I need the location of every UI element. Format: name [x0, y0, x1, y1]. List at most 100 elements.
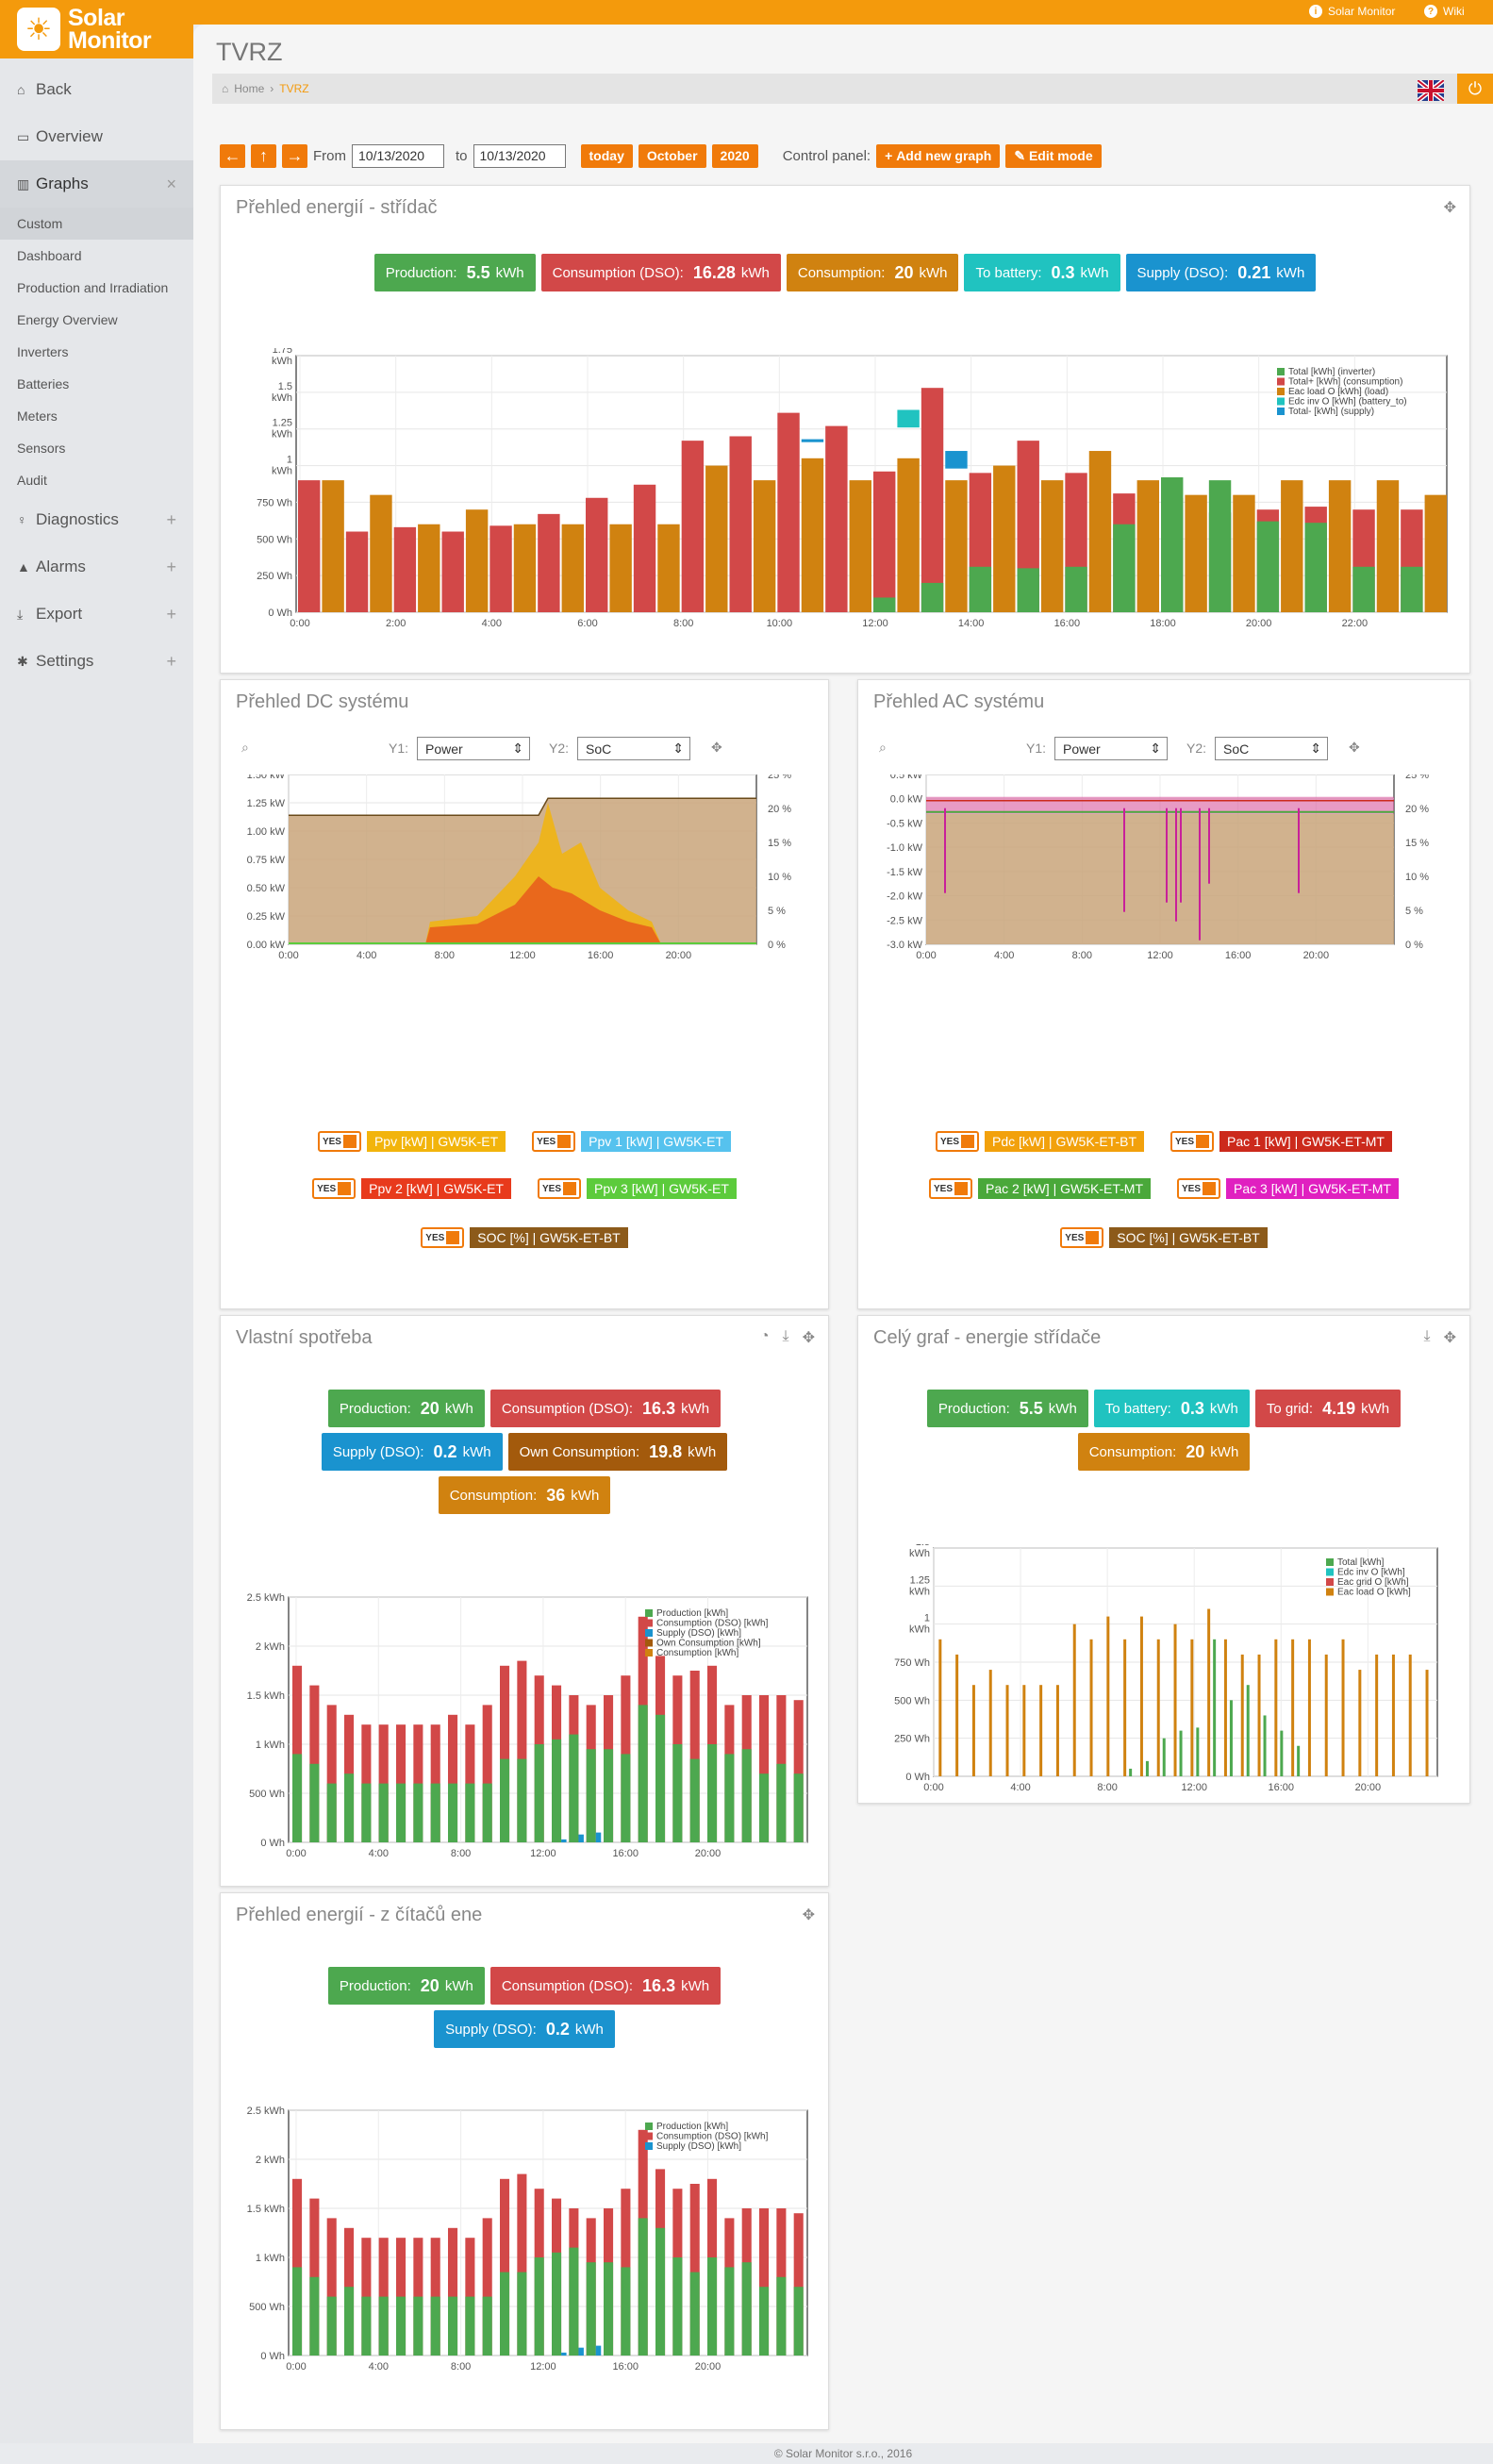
- bar-supply: [801, 439, 824, 442]
- y2-tick-label: 10 %: [768, 872, 791, 883]
- bar-consumption: [396, 1724, 406, 1842]
- bar-production: [378, 2296, 389, 2356]
- control-panel-label: Control panel:: [782, 147, 871, 164]
- y-tick-label: 1.25: [910, 1574, 930, 1586]
- next-arrow-button[interactable]: →: [282, 143, 307, 168]
- badge-value: 4.19: [1322, 1398, 1356, 1418]
- sidebar-item-back[interactable]: ⌂ Back: [17, 80, 72, 98]
- prev-arrow-button[interactable]: ←: [220, 143, 245, 168]
- move-icon[interactable]: ✥: [1349, 740, 1360, 755]
- y-tick-label: 1.5 kWh: [247, 1690, 285, 1702]
- legend-item[interactable]: YES SOC [%] | GW5K-ET-BT: [1060, 1227, 1268, 1248]
- bar-chart-icon: ▥: [17, 175, 30, 191]
- move-icon[interactable]: ✥: [802, 1907, 815, 1923]
- edit-mode-button[interactable]: ✎ Edit mode: [1005, 143, 1102, 168]
- toggle-switch[interactable]: YES: [929, 1178, 973, 1199]
- sidebar-sub-audit[interactable]: Audit: [17, 473, 47, 488]
- toggle-switch[interactable]: YES: [1060, 1227, 1104, 1248]
- logo[interactable]: ☀ Solar Monitor: [0, 0, 193, 58]
- y1-select[interactable]: Power ⇕: [1054, 737, 1168, 760]
- toggle-switch[interactable]: YES: [421, 1227, 465, 1248]
- toggle-switch[interactable]: YES: [1177, 1178, 1220, 1199]
- legend-item[interactable]: YES Ppv 1 [kW] | GW5K-ET: [532, 1131, 732, 1152]
- bar-production: [621, 1754, 631, 1842]
- legend-swatch: [1326, 1588, 1334, 1596]
- sidebar-item-export[interactable]: ⤓ Export +: [17, 604, 176, 624]
- sidebar-item-graphs[interactable]: ▥ Graphs ×: [0, 160, 193, 208]
- bar-load: [418, 524, 440, 612]
- sidebar-item-settings[interactable]: ✱ Settings +: [17, 651, 176, 671]
- bar-consumption: [538, 513, 560, 612]
- expand-icon[interactable]: +: [166, 509, 176, 529]
- sidebar-sub-custom[interactable]: Custom: [0, 208, 193, 240]
- move-icon[interactable]: ✥: [802, 1330, 815, 1346]
- power-icon[interactable]: ⏻: [1457, 74, 1493, 104]
- pie-chart-icon[interactable]: ◔: [759, 1328, 770, 1344]
- download-icon[interactable]: ⤓: [782, 1328, 789, 1344]
- sidebar-sub-energy[interactable]: Energy Overview: [17, 312, 118, 327]
- toggle-switch[interactable]: YES: [538, 1178, 581, 1199]
- expand-icon[interactable]: +: [166, 651, 176, 671]
- y2-tick-label: 10 %: [1405, 872, 1429, 883]
- badge-label: Consumption:: [449, 1487, 538, 1504]
- zoom-icon[interactable]: ⌕: [241, 740, 249, 755]
- toggle-switch[interactable]: YES: [532, 1131, 576, 1152]
- month-button[interactable]: October: [638, 143, 706, 168]
- toggle-switch[interactable]: YES: [317, 1131, 361, 1152]
- toggle-switch[interactable]: YES: [936, 1131, 980, 1152]
- add-graph-button[interactable]: + Add new graph: [876, 143, 1001, 168]
- close-icon[interactable]: ×: [166, 174, 176, 193]
- y1-select[interactable]: Power ⇕: [417, 737, 530, 760]
- uk-flag-icon[interactable]: [1418, 80, 1444, 101]
- badge-label: To battery:: [1104, 1400, 1171, 1417]
- download-icon[interactable]: ⤓: [1423, 1328, 1431, 1344]
- move-icon[interactable]: ✥: [1443, 1330, 1456, 1346]
- toggle-switch[interactable]: YES: [312, 1178, 357, 1199]
- bar-supply: [561, 1839, 567, 1842]
- panel-title: Přehled AC systému: [873, 691, 1045, 712]
- sidebar-sub-inverters[interactable]: Inverters: [17, 344, 69, 359]
- sidebar-sub-dashboard[interactable]: Dashboard: [17, 248, 82, 263]
- from-date-input[interactable]: [352, 143, 444, 168]
- y2-select[interactable]: SoC ⇕: [1215, 737, 1328, 760]
- move-icon[interactable]: ✥: [1443, 200, 1456, 216]
- bar-production: [552, 2252, 562, 2356]
- sidebar-sub-sensors[interactable]: Sensors: [17, 441, 66, 456]
- up-arrow-button[interactable]: ↑: [251, 143, 276, 168]
- bar-production: [1208, 480, 1232, 612]
- sidebar-sub-meters[interactable]: Meters: [17, 408, 58, 424]
- y-tick-label: 1.5: [278, 381, 292, 392]
- breadcrumb-home[interactable]: Home: [234, 82, 265, 95]
- x-tick-label: 12:00: [1181, 1782, 1207, 1793]
- wiki-link[interactable]: ? Wiki: [1424, 5, 1465, 18]
- toggle-switch[interactable]: YES: [1170, 1131, 1214, 1152]
- sidebar: ⌂ Back ▭ Overview ▥ Graphs × Custom Dashboar…: [0, 58, 193, 2443]
- legend-item[interactable]: YES SOC [%] | GW5K-ET-BT: [421, 1227, 628, 1248]
- bar-production: [292, 2267, 303, 2356]
- today-button[interactable]: today: [580, 143, 633, 168]
- sidebar-sub-batteries[interactable]: Batteries: [17, 376, 70, 391]
- to-date-input[interactable]: [473, 143, 566, 168]
- sidebar-item-alarms[interactable]: ▲ Alarms +: [17, 557, 176, 576]
- move-icon[interactable]: ✥: [711, 740, 722, 755]
- sidebar-item-overview[interactable]: ▭ Overview: [17, 127, 103, 145]
- soc-line: [289, 797, 756, 816]
- legend-item[interactable]: YES Ppv [kW] | GW5K-ET: [317, 1131, 506, 1152]
- expand-icon[interactable]: +: [166, 604, 176, 624]
- bar-load: [1376, 480, 1400, 612]
- legend-item[interactable]: YES Pdc [kW] | GW5K-ET-BT: [936, 1131, 1144, 1152]
- sidebar-sub-production[interactable]: Production and Irradiation: [17, 280, 169, 295]
- solar-monitor-link[interactable]: i Solar Monitor: [1309, 5, 1395, 18]
- legend-item[interactable]: YES Pac 3 [kW] | GW5K-ET-MT: [1177, 1178, 1399, 1199]
- legend-item[interactable]: YES Ppv 3 [kW] | GW5K-ET: [538, 1178, 737, 1199]
- legend-item[interactable]: YES Pac 1 [kW] | GW5K-ET-MT: [1170, 1131, 1392, 1152]
- sidebar-item-diagnostics[interactable]: ♀ Diagnostics +: [17, 509, 176, 529]
- y2-select[interactable]: SoC ⇕: [577, 737, 690, 760]
- y-tick-label: 2 kWh: [256, 2155, 285, 2166]
- expand-icon[interactable]: +: [166, 557, 176, 576]
- panel-title: Vlastní spotřeba: [236, 1327, 373, 1348]
- legend-item[interactable]: YES Ppv 2 [kW] | GW5K-ET: [312, 1178, 511, 1199]
- year-button[interactable]: 2020: [711, 143, 758, 168]
- zoom-icon[interactable]: ⌕: [879, 740, 887, 755]
- legend-item[interactable]: YES Pac 2 [kW] | GW5K-ET-MT: [929, 1178, 1151, 1199]
